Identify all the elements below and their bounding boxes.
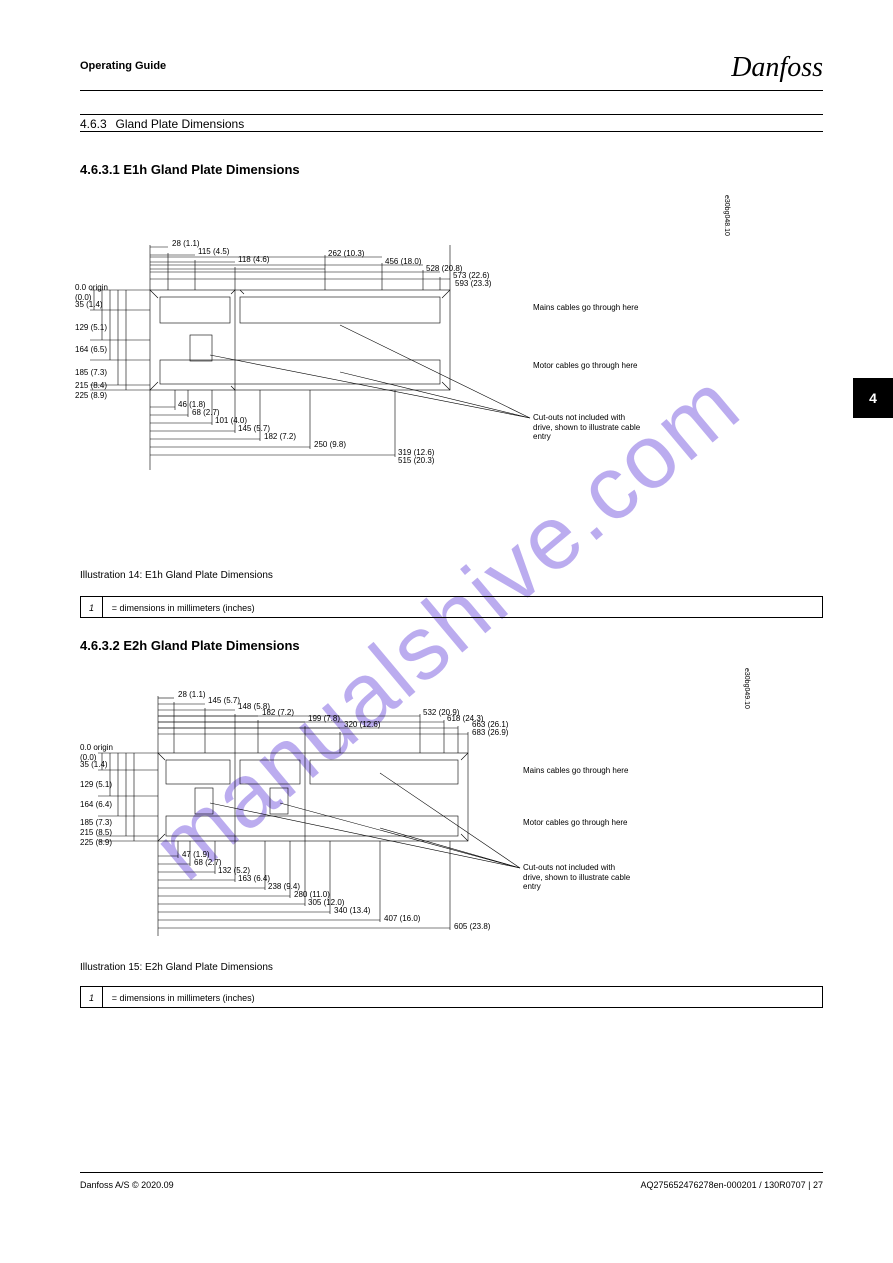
dim: 145 (5.7) [208, 696, 240, 705]
origin-2: (0.0) [75, 293, 91, 302]
callout-mains-b: Mains cables go through here [523, 766, 628, 776]
section-bar: 4.6.3 Gland Plate Dimensions [80, 114, 823, 132]
dim: 115 (4.5) [198, 247, 229, 256]
figure-a-caption: Illustration 14: E1h Gland Plate Dimensi… [80, 570, 273, 581]
brand-logo: Danfoss [731, 52, 823, 84]
origin-note-b: 0.0 origin (0.0) [80, 743, 113, 762]
footer-rule [80, 1172, 823, 1173]
origin-note: 0.0 origin (0.0) [75, 283, 108, 302]
header-title: Operating Guide [80, 60, 166, 72]
callout-cutout-3: entry [533, 432, 551, 441]
note-bar-2: 1 = dimensions in millimeters (inches) [80, 986, 823, 1008]
dim: 164 (6.5) [75, 345, 107, 354]
footer-left: Danfoss A/S © 2020.09 [80, 1180, 174, 1190]
side-tab: 4 [853, 378, 893, 418]
dim: 593 (23.3) [455, 279, 491, 288]
callout-b-3: entry [523, 882, 541, 891]
callout-cutout-1: Cut-outs not included with [533, 413, 625, 422]
figure-a: e30bg048.10 [80, 195, 720, 565]
dim: 28 (1.1) [178, 690, 206, 699]
dim: 118 (4.6) [238, 255, 269, 264]
origin-1: 0.0 origin [75, 283, 108, 292]
dim: 215 (8.5) [80, 828, 112, 837]
section-number: 4.6.3 [80, 117, 107, 131]
drawing-a-svg [80, 195, 720, 565]
note1-label: 1 [81, 597, 103, 617]
dim: 182 (7.2) [262, 708, 294, 717]
dim: 129 (5.1) [75, 323, 107, 332]
page-header: Operating Guide [80, 60, 823, 78]
dim: 163 (6.4) [238, 874, 270, 883]
dim: 340 (13.4) [334, 906, 370, 915]
figure-b: e30bg049.10 [80, 668, 760, 978]
dim: 262 (10.3) [328, 249, 364, 258]
dim: 199 (7.8) [308, 714, 340, 723]
callout-cutout-2: drive, shown to illustrate cable [533, 423, 640, 432]
note-bar-1: 1 = dimensions in millimeters (inches) [80, 596, 823, 618]
diagram-code-b: e30bg049.10 [743, 668, 750, 709]
drawing-b-svg [80, 668, 760, 978]
dim: 182 (7.2) [264, 432, 296, 441]
dim: 250 (9.8) [314, 440, 346, 449]
dim: 28 (1.1) [172, 239, 200, 248]
callout-b-2: drive, shown to illustrate cable [523, 873, 630, 882]
origin-b-2: (0.0) [80, 753, 96, 762]
dim: 456 (18.0) [385, 257, 421, 266]
header-rule [80, 90, 823, 91]
dim: 185 (7.3) [80, 818, 112, 827]
dim: 683 (26.9) [472, 728, 508, 737]
origin-b-1: 0.0 origin [80, 743, 113, 752]
note1-text: = dimensions in millimeters (inches) [106, 597, 255, 619]
callout-b-1: Cut-outs not included with [523, 863, 615, 872]
dim: 407 (16.0) [384, 914, 420, 923]
dim: 225 (8.9) [80, 838, 112, 847]
dim: 129 (5.1) [80, 780, 112, 789]
note2-label: 1 [81, 987, 103, 1007]
dim: 605 (23.8) [454, 922, 490, 931]
figure-b-caption: Illustration 15: E2h Gland Plate Dimensi… [80, 962, 273, 973]
diagram-code: e30bg048.10 [723, 195, 730, 236]
dim: 515 (20.3) [398, 456, 434, 465]
callout-mains: Mains cables go through here [533, 303, 638, 313]
note2-text: = dimensions in millimeters (inches) [106, 987, 255, 1009]
section-title: Gland Plate Dimensions [115, 117, 244, 131]
footer-right: AQ275652476278en-000201 / 130R0707 | 27 [641, 1180, 824, 1190]
callout-motor-b: Motor cables go through here [523, 818, 628, 828]
dim: 225 (8.9) [75, 391, 107, 400]
subsection-b: 4.6.3.2 E2h Gland Plate Dimensions [80, 638, 300, 653]
dim: 320 (12.6) [344, 720, 380, 729]
subsection-a: 4.6.3.1 E1h Gland Plate Dimensions [80, 162, 300, 177]
dim: 185 (7.3) [75, 368, 107, 377]
callout-cutout-b: Cut-outs not included with drive, shown … [523, 863, 630, 892]
dim: 215 (8.4) [75, 381, 107, 390]
callout-cutout: Cut-outs not included with drive, shown … [533, 413, 640, 442]
callout-motor: Motor cables go through here [533, 361, 638, 371]
dim: 164 (6.4) [80, 800, 112, 809]
